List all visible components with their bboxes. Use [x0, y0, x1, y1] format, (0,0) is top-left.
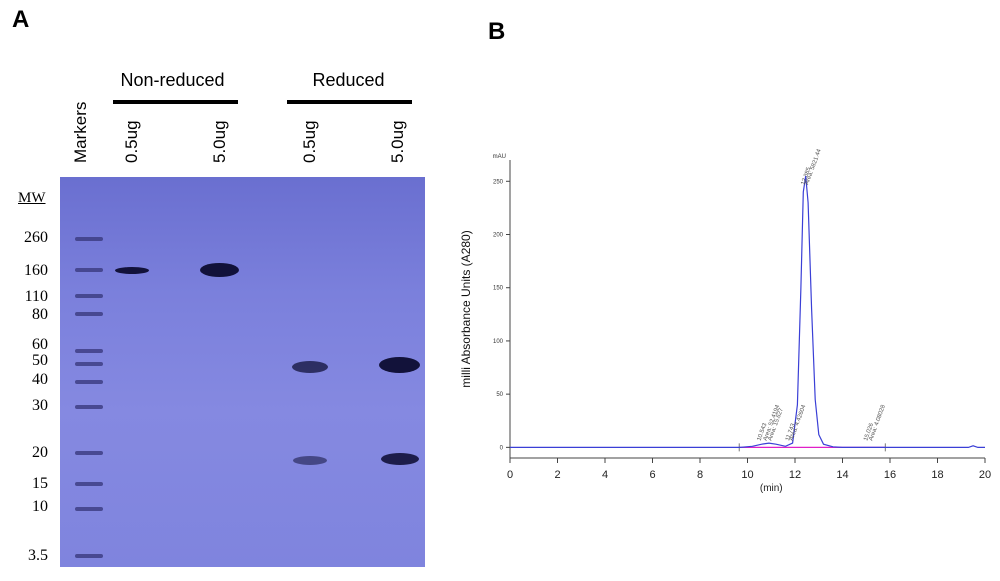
marker-band-10: [75, 507, 103, 511]
x-tick-label: 12: [789, 469, 801, 481]
x-tick-label: 16: [884, 469, 896, 481]
y-tick-label: 0: [500, 445, 504, 451]
marker-band-260: [75, 237, 103, 241]
mw-tick-10: 10: [32, 498, 48, 515]
peak-annotation: Area: 4.08028: [868, 404, 887, 442]
mw-tick-260: 260: [24, 229, 48, 246]
sds-page-gel: [60, 177, 425, 567]
marker-band-30: [75, 405, 103, 409]
band-reduced-5.0ug-heavy: [379, 357, 420, 373]
panel-b-letter: B: [488, 18, 506, 45]
lane-label-reduced-5.0ug: 5.0ug: [388, 120, 407, 163]
marker-band-60: [75, 349, 103, 353]
band-nonreduced-0.5ug-160: [115, 267, 149, 274]
x-tick-label: 6: [649, 469, 655, 481]
group-bar-reduced: [287, 100, 412, 104]
group-bar-non-reduced: [113, 100, 238, 104]
mw-tick-40: 40: [32, 371, 48, 388]
y-tick-label: 100: [493, 339, 504, 345]
mw-tick-3.5: 3.5: [28, 547, 48, 564]
chromatogram-trace: [510, 175, 985, 448]
mw-tick-110: 110: [24, 288, 48, 305]
mw-tick-50: 50: [32, 352, 48, 369]
x-tick-label: 2: [554, 469, 560, 481]
group-label-reduced: Reduced: [312, 70, 385, 90]
y-tick-label: 50: [496, 392, 503, 398]
marker-band-50: [75, 362, 103, 366]
group-label-non-reduced: Non-reduced: [120, 70, 225, 90]
peak-annotation: Area: 4.42604: [789, 404, 808, 442]
marker-band-40: [75, 380, 103, 384]
chromatogram-chart: 0 2 4 6 8 10 12 14 16 18 20050100150200250mAU(min)…: [459, 148, 991, 494]
mw-tick-30: 30: [32, 397, 48, 414]
x-tick-label: 4: [602, 469, 608, 481]
x-tick-label: 14: [836, 469, 848, 481]
band-reduced-0.5ug-light: [293, 456, 327, 465]
marker-band-20: [75, 451, 103, 455]
panel-a-letter: A: [12, 6, 30, 33]
lane-label-markers: Markers: [71, 101, 90, 163]
mw-tick-160: 160: [24, 262, 48, 279]
peak-annotation: 11.743: [785, 422, 797, 442]
mw-axis-title: MW: [18, 190, 46, 206]
x-tick-label: 10: [741, 469, 753, 481]
x-tick-label: 20: [979, 469, 991, 481]
marker-band-160: [75, 268, 103, 272]
y-unit-label: mAU: [493, 154, 506, 160]
lane-label-reduced-0.5ug: 0.5ug: [300, 120, 319, 163]
x-tick-label: 8: [697, 469, 703, 481]
marker-band-80: [75, 312, 103, 316]
mw-tick-80: 80: [32, 306, 48, 323]
band-reduced-5.0ug-light: [381, 453, 419, 465]
lane-label-nonreduced-5.0ug: 5.0ug: [210, 120, 229, 163]
marker-band-3.5: [75, 554, 103, 558]
band-reduced-0.5ug-heavy: [292, 361, 328, 373]
y-axis-title: milli Absorbance Units (A280): [459, 230, 473, 387]
mw-tick-20: 20: [32, 444, 48, 461]
y-tick-label: 250: [493, 179, 504, 185]
x-tick-label: 18: [931, 469, 943, 481]
band-nonreduced-5.0ug-160: [200, 263, 239, 277]
x-tick-label: 0: [507, 469, 513, 481]
y-tick-label: 200: [493, 233, 504, 239]
x-axis-title: (min): [760, 483, 783, 494]
lane-label-nonreduced-0.5ug: 0.5ug: [122, 120, 141, 163]
marker-band-110: [75, 294, 103, 298]
marker-band-15: [75, 482, 103, 486]
mw-tick-15: 15: [32, 475, 48, 492]
mw-tick-60: 60: [32, 336, 48, 353]
y-tick-label: 150: [493, 286, 504, 292]
